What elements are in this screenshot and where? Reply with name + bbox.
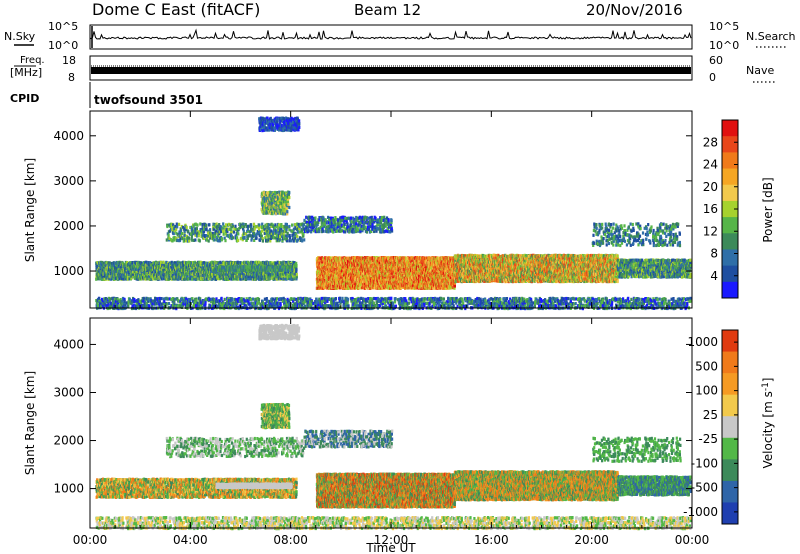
power-scatter-cells bbox=[95, 117, 692, 311]
date-label: 20/Nov/2016 bbox=[586, 1, 683, 19]
figure-title: Dome C East (fitACF) bbox=[92, 0, 260, 19]
nsearch-label: N.Search bbox=[746, 30, 796, 43]
nsearch-tick-top: 10^5 bbox=[709, 20, 739, 33]
nsky-tick-bottom: 10^0 bbox=[48, 39, 78, 52]
nave-tick-top: 60 bbox=[709, 54, 723, 67]
freq-trace bbox=[91, 66, 691, 74]
nsky-line bbox=[90, 30, 691, 39]
nave-label: Nave bbox=[746, 64, 774, 77]
nsky-trace bbox=[90, 26, 691, 48]
cpid-label: CPID bbox=[10, 92, 39, 105]
freq-tick-top: 18 bbox=[62, 54, 76, 67]
nsearch-tick-bottom: 10^0 bbox=[709, 39, 739, 52]
freq-band bbox=[91, 67, 691, 74]
nsky-tick-top: 10^5 bbox=[48, 20, 78, 33]
radar-figure: Dome C East (fitACF) Beam 12 20/Nov/2016… bbox=[0, 0, 800, 554]
scatter-cell bbox=[296, 273, 298, 276]
freq-unit: [MHz] bbox=[10, 66, 42, 79]
scatter-cell bbox=[295, 264, 297, 267]
scatter-cell bbox=[162, 261, 164, 264]
freq-label: Freq. bbox=[20, 55, 45, 66]
nsky-label: N.Sky bbox=[4, 30, 36, 43]
freq-tick-bottom: 8 bbox=[68, 71, 75, 84]
cpid-value: twofsound 3501 bbox=[94, 93, 203, 107]
nave-tick-bottom: 0 bbox=[709, 71, 716, 84]
scatter-cell bbox=[295, 268, 297, 271]
beam-label: Beam 12 bbox=[354, 1, 421, 19]
